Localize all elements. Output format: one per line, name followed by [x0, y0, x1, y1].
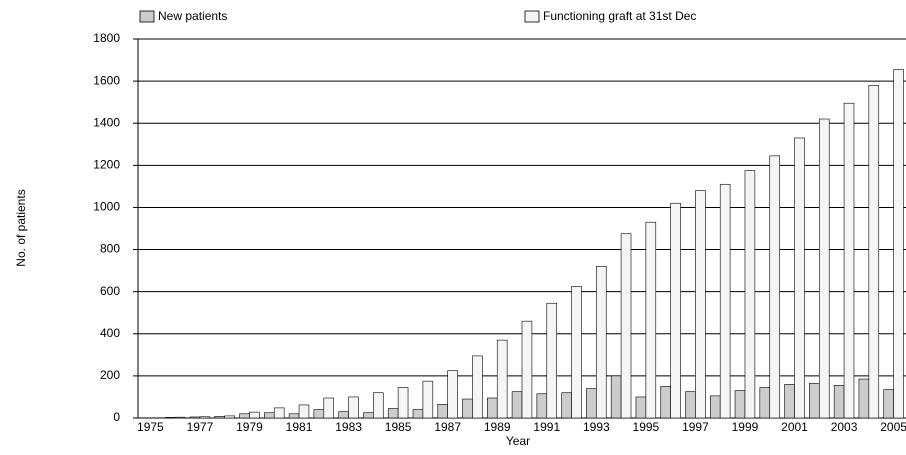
y-tick-label: 1600 — [93, 73, 120, 87]
bar — [448, 371, 458, 418]
legend-label: Functioning graft at 31st Dec — [543, 9, 696, 23]
y-tick-label: 1000 — [93, 200, 120, 214]
bar — [884, 390, 894, 418]
x-tick-label: 1995 — [633, 420, 660, 434]
bar — [795, 138, 805, 418]
bar — [819, 119, 829, 418]
bar — [314, 410, 324, 418]
x-tick-label: 1975 — [137, 420, 164, 434]
bar — [809, 383, 819, 418]
bar — [190, 417, 200, 418]
x-tick-label: 1983 — [335, 420, 362, 434]
legend-swatch — [525, 11, 539, 22]
x-tick-label: 1987 — [434, 420, 461, 434]
bar — [200, 417, 210, 418]
x-axis-title: Year — [506, 434, 530, 448]
bar — [363, 413, 373, 418]
bar — [770, 156, 780, 418]
bar — [463, 399, 473, 418]
bar — [215, 416, 225, 418]
bar — [596, 266, 606, 418]
y-tick-label: 600 — [100, 284, 120, 298]
bar — [165, 417, 175, 418]
x-tick-label: 1979 — [236, 420, 263, 434]
x-tick-label: 2003 — [831, 420, 858, 434]
x-tick-label: 1991 — [533, 420, 560, 434]
y-tick-label: 1400 — [93, 115, 120, 129]
bar — [249, 412, 259, 418]
bar — [611, 376, 621, 418]
bar — [686, 392, 696, 418]
bar — [512, 392, 522, 418]
x-tick-label: 2001 — [781, 420, 808, 434]
x-tick-label: 1981 — [286, 420, 313, 434]
bar — [373, 393, 383, 418]
x-tick-label: 1993 — [583, 420, 610, 434]
bar — [264, 413, 274, 418]
bar — [339, 412, 349, 418]
bar — [562, 393, 572, 418]
bar — [472, 356, 482, 418]
bar — [413, 410, 423, 418]
bar — [646, 222, 656, 418]
y-axis-title: No. of patients — [14, 189, 28, 266]
bar — [720, 184, 730, 418]
y-tick-label: 200 — [100, 368, 120, 382]
bar — [289, 414, 299, 418]
bar — [745, 171, 755, 418]
y-tick-label: 0 — [113, 410, 120, 424]
bar — [487, 398, 497, 418]
bar — [497, 340, 507, 418]
y-tick-label: 400 — [100, 326, 120, 340]
y-tick-label: 1800 — [93, 31, 120, 45]
y-tick-label: 800 — [100, 242, 120, 256]
bar — [661, 386, 671, 418]
x-tick-label: 1989 — [484, 420, 511, 434]
bar — [710, 396, 720, 418]
bar — [695, 191, 705, 418]
bar — [834, 385, 844, 418]
bar — [522, 321, 532, 418]
bar — [586, 389, 596, 418]
legend-swatch — [140, 11, 154, 22]
bar — [423, 381, 433, 418]
bar — [225, 416, 235, 418]
bar — [869, 85, 879, 418]
bar — [785, 384, 795, 418]
bar — [621, 234, 631, 418]
bar — [274, 408, 284, 418]
bar — [547, 303, 557, 418]
bar — [844, 103, 854, 418]
bar — [349, 397, 359, 418]
bar — [388, 409, 398, 418]
bar — [671, 203, 681, 418]
bar — [537, 394, 547, 418]
x-tick-label: 2005 — [880, 420, 906, 434]
bar — [240, 414, 250, 418]
bar — [438, 404, 448, 418]
bar — [894, 70, 904, 418]
x-tick-label: 1985 — [385, 420, 412, 434]
x-tick-label: 1977 — [187, 420, 214, 434]
bar — [299, 405, 309, 418]
x-tick-label: 1997 — [682, 420, 709, 434]
bar — [175, 417, 185, 418]
y-tick-label: 1200 — [93, 158, 120, 172]
bar — [636, 397, 646, 418]
bar — [859, 379, 869, 418]
bar — [760, 387, 770, 418]
legend-label: New patients — [158, 9, 227, 23]
bar — [572, 286, 582, 418]
bar — [398, 387, 408, 418]
bar — [735, 391, 745, 418]
x-tick-label: 1999 — [732, 420, 759, 434]
bar — [324, 398, 334, 418]
